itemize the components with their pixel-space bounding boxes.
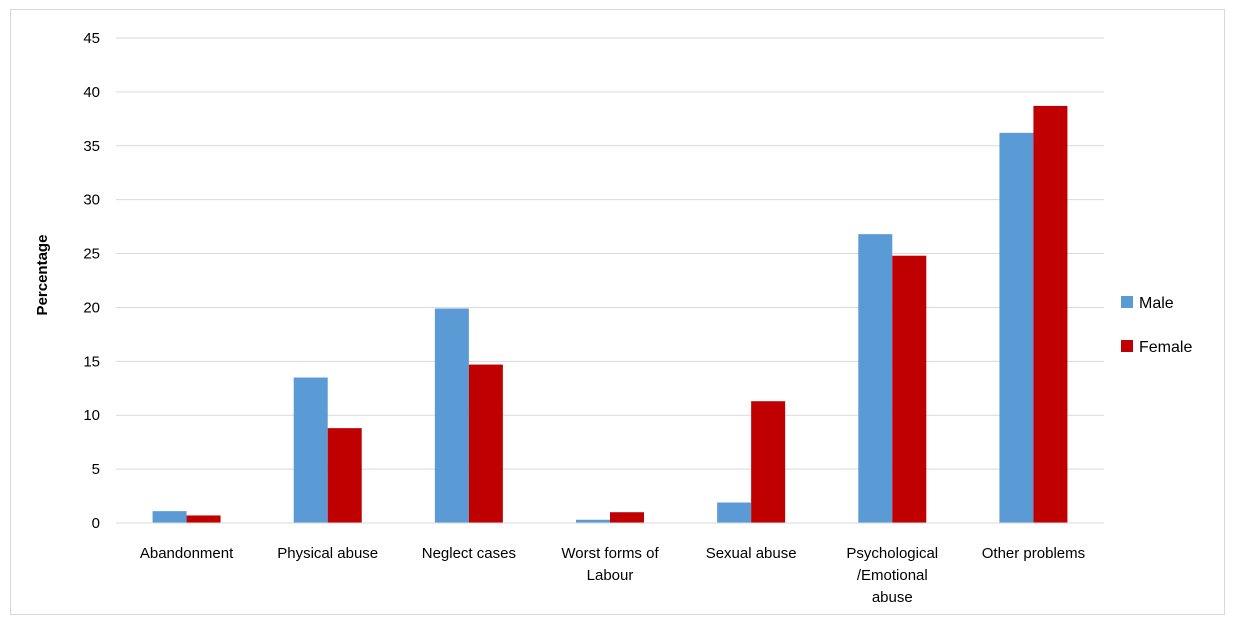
y-axis-label: Percentage	[34, 235, 51, 316]
x-category-label: Sexual abuse	[706, 545, 797, 562]
bar-male-0	[152, 511, 187, 523]
y-tick-label: 25	[83, 246, 100, 263]
legend-swatch-female	[1121, 340, 1133, 352]
legend-label-female: Female	[1139, 339, 1192, 356]
legend-label-male: Male	[1139, 295, 1174, 312]
bars	[152, 105, 1068, 524]
bar-female-0	[186, 515, 221, 523]
y-tick-label: 10	[83, 407, 100, 424]
bar-female-3	[610, 512, 644, 523]
bar-male-6	[999, 132, 1034, 523]
bar-female-2	[468, 364, 503, 523]
bar-male-5	[858, 234, 893, 523]
x-category-label: Other problems	[982, 545, 1085, 562]
x-axis-categories: Abandonment Physical abuse Neglect cases Wo…	[140, 545, 1085, 606]
x-category-label: Neglect cases	[422, 545, 516, 562]
bar-male-1	[293, 377, 328, 523]
x-category-label: abuse	[872, 589, 913, 606]
y-tick-label: 15	[83, 353, 100, 370]
x-category-label: /Emotional	[857, 567, 928, 584]
y-tick-label: 45	[83, 30, 100, 47]
x-category-label: Labour	[587, 567, 634, 584]
bar-male-4	[717, 502, 752, 523]
gridlines	[116, 37, 1104, 470]
y-tick-label: 40	[83, 84, 100, 101]
y-tick-label: 30	[83, 192, 100, 209]
y-axis-ticks: 0 5 10 15 20 25 30 35 40 45	[83, 30, 100, 532]
y-tick-label: 20	[83, 299, 100, 316]
x-category-label: Physical abuse	[277, 545, 378, 562]
legend-swatch-male	[1121, 296, 1133, 308]
legend: Male Female	[1121, 295, 1192, 356]
bar-female-1	[327, 428, 362, 523]
bar-female-5	[892, 255, 927, 523]
y-tick-label: 5	[92, 461, 100, 478]
x-category-label: Psychological	[846, 545, 938, 562]
y-tick-label: 35	[83, 138, 100, 155]
bar-male-3	[576, 519, 610, 523]
x-category-label: Abandonment	[140, 545, 234, 562]
bar-female-4	[751, 401, 786, 523]
y-tick-label: 0	[92, 515, 100, 532]
x-category-label: Worst forms of	[561, 545, 659, 562]
bar-male-2	[434, 308, 469, 523]
bar-female-6	[1033, 105, 1068, 524]
